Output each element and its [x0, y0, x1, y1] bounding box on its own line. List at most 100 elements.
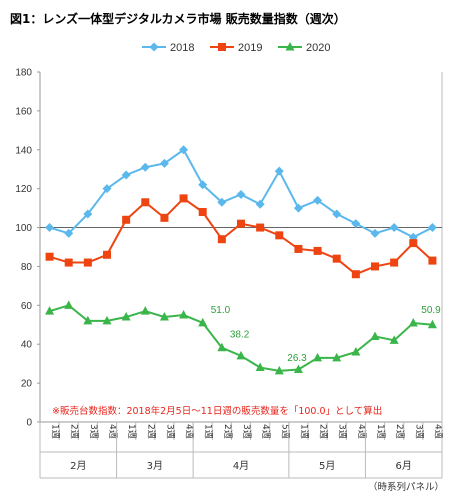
data-point — [332, 352, 342, 362]
data-point — [332, 254, 341, 263]
y-tick-label: 0 — [26, 418, 32, 429]
data-point — [237, 219, 245, 228]
data-point — [64, 258, 73, 267]
data-point — [427, 223, 437, 233]
annotations: 51.0 38.2 26.3 50.9 — [211, 305, 441, 364]
x-tick-label: 2週 — [145, 424, 156, 439]
data-point — [427, 319, 437, 329]
data-label: 26.3 — [287, 353, 307, 364]
x-tick-label: 3週 — [88, 424, 99, 439]
data-point — [408, 318, 418, 327]
y-tick-label: 120 — [15, 184, 32, 195]
data-point — [313, 352, 323, 362]
x-tick-label: 1週 — [126, 424, 137, 439]
grid — [39, 72, 443, 423]
data-point — [103, 250, 111, 259]
data-point — [236, 350, 246, 360]
data-point — [313, 246, 322, 255]
data-point — [159, 312, 169, 321]
data-point — [83, 315, 93, 325]
x-tick-label: 3週 — [413, 424, 424, 439]
legend-label: 2019 — [238, 42, 262, 54]
y-tick-label: 40 — [21, 340, 33, 351]
month-label: 6月 — [396, 460, 412, 472]
data-point — [409, 239, 418, 248]
y-tick-label: 20 — [21, 379, 33, 390]
data-point — [293, 364, 303, 373]
data-point — [390, 258, 399, 267]
data-point — [351, 270, 360, 279]
data-point — [45, 306, 55, 315]
data-point — [198, 208, 207, 216]
y-tick-label: 160 — [15, 106, 32, 117]
y-tick-label: 140 — [15, 145, 32, 156]
data-point — [274, 365, 284, 375]
x-tick-label: 4週 — [356, 424, 367, 439]
data-point — [294, 244, 303, 253]
data-point — [140, 306, 150, 315]
x-tick-label: 4週 — [107, 424, 118, 439]
y-tick-label: 60 — [21, 301, 33, 312]
data-point — [83, 258, 92, 267]
y-axis: 0 20 40 60 80 100 120 140 160 180 — [15, 68, 40, 429]
data-point — [370, 228, 380, 238]
data-label: 38.2 — [230, 330, 250, 341]
data-point — [122, 215, 131, 224]
x-tick-label: 3週 — [164, 424, 175, 439]
data-point — [428, 256, 437, 265]
chart-title: 図1：レンズ一体型デジタルカメラ市場 販売数量指数（週次） — [10, 11, 346, 26]
legend-marker — [285, 42, 295, 51]
data-point — [160, 213, 169, 222]
data-point — [198, 180, 208, 190]
data-point — [274, 166, 284, 176]
legend-item-2020: 2020 — [278, 42, 330, 54]
data-point — [217, 197, 227, 207]
data-point — [179, 310, 189, 319]
data-point — [256, 223, 265, 232]
legend-item-2019: 2019 — [210, 42, 262, 54]
month-label: 5月 — [319, 460, 335, 472]
data-point — [389, 335, 399, 344]
data-point — [140, 162, 150, 172]
x-axis: 1週 2週 3週 4週 1週 2週 3週 4週 1週 2週 3週 4週 5週 1週 2週 3週 4週 1週 2週 3週… — [39, 422, 443, 479]
x-tick-label: 4週 — [184, 424, 195, 439]
data-point — [198, 317, 208, 327]
data-point — [121, 312, 131, 321]
data-point — [121, 170, 131, 180]
data-point — [64, 300, 74, 309]
y-tick-label: 180 — [15, 68, 32, 79]
x-tick-label: 2週 — [69, 424, 80, 439]
x-tick-label: 2週 — [318, 424, 329, 439]
data-point — [236, 190, 246, 199]
data-point — [255, 362, 265, 372]
data-point — [83, 209, 93, 219]
x-tick-label: 1週 — [298, 424, 309, 439]
legend-marker — [218, 43, 226, 51]
data-point — [217, 235, 226, 244]
data-point — [351, 347, 361, 356]
legend-item-2018: 2018 — [142, 42, 194, 54]
month-label: 3月 — [147, 460, 163, 472]
source-label: （時系列パネル） — [368, 481, 444, 493]
data-point — [293, 203, 303, 213]
data-point — [351, 219, 361, 229]
y-tick-label: 80 — [21, 262, 33, 273]
y-tick-label: 100 — [15, 223, 32, 234]
legend-marker — [149, 42, 159, 52]
data-point — [370, 331, 380, 340]
data-point — [179, 145, 189, 155]
data-point — [179, 194, 188, 203]
legend: 2018 2019 2020 — [142, 42, 330, 54]
data-point — [64, 228, 74, 238]
chart-note: ※販売台数指数：2018年2月5日～11日週の販売数量を「100.0」として算出 — [52, 405, 382, 417]
x-tick-label: 1週 — [375, 424, 386, 439]
x-tick-label: 3週 — [337, 424, 348, 439]
data-point — [255, 199, 265, 209]
x-tick-label: 3週 — [241, 424, 252, 439]
data-label: 51.0 — [211, 305, 231, 316]
x-tick-label: 4週 — [432, 424, 443, 439]
data-point — [45, 223, 55, 233]
data-point — [332, 209, 342, 219]
data-point — [371, 262, 379, 271]
